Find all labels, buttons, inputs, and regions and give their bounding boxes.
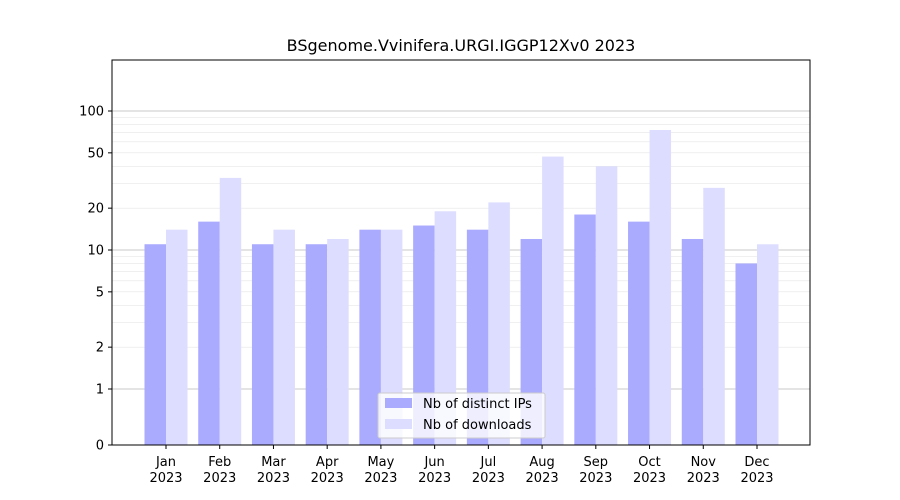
bar-ips-sep — [574, 214, 596, 445]
bar-ips-oct — [628, 221, 650, 445]
x-axis: Jan2023Feb2023Mar2023Apr2023May2023Jun20… — [149, 445, 774, 486]
legend-swatch-ips — [385, 398, 412, 408]
x-tick-label-year: 2023 — [526, 471, 559, 486]
x-tick-label-month: Nov — [691, 455, 717, 470]
y-tick-label: 0 — [96, 439, 104, 454]
bar-downloads-dec — [757, 244, 779, 445]
x-tick-label-year: 2023 — [633, 471, 666, 486]
x-tick-label-month: Jan — [155, 455, 176, 470]
bar-downloads-sep — [595, 166, 618, 445]
bar-downloads-mar — [273, 229, 295, 445]
x-tick-label-month: Aug — [529, 455, 554, 470]
x-tick-label-year: 2023 — [364, 471, 397, 486]
bar-downloads-jul — [488, 202, 510, 445]
legend: Nb of distinct IPs Nb of downloads — [377, 392, 546, 439]
bar-ips-may — [359, 229, 381, 445]
chart-title: BSgenome.Vvinifera.URGI.IGGP12Xv0 2023 — [287, 36, 636, 55]
y-axis: 0 1 2 5 10 20 50 100 — [79, 105, 112, 454]
bar-ips-jul — [466, 229, 489, 445]
y-tick-label: 100 — [79, 105, 104, 120]
x-tick-label-month: Jun — [423, 455, 444, 470]
legend-label-ips: Nb of distinct IPs — [423, 397, 532, 412]
legend-box — [377, 392, 546, 439]
bar-downloads-apr — [327, 238, 349, 445]
x-tick-label-year: 2023 — [740, 471, 773, 486]
bar-ips-feb — [198, 221, 220, 445]
bar-downloads-jan — [166, 229, 188, 445]
x-tick-label-year: 2023 — [579, 471, 612, 486]
y-tick-label: 2 — [96, 341, 104, 356]
x-tick-label-year: 2023 — [418, 471, 451, 486]
x-tick-label-month: Apr — [316, 455, 339, 470]
x-tick-label-month: Feb — [208, 455, 231, 470]
y-tick-label: 1 — [96, 383, 104, 398]
x-tick-label-month: May — [367, 455, 394, 470]
legend-label-downloads: Nb of downloads — [423, 418, 532, 433]
y-tick-label: 20 — [87, 202, 104, 217]
y-tick-label: 10 — [87, 244, 104, 259]
legend-swatch-downloads — [385, 419, 412, 429]
x-tick-label-year: 2023 — [311, 471, 344, 486]
bar-ips-dec — [735, 263, 757, 445]
x-tick-label-month: Mar — [261, 455, 286, 470]
y-tick-label: 5 — [96, 285, 104, 300]
bar-ips-apr — [305, 244, 328, 445]
bar-downloads-nov — [703, 187, 725, 445]
bar-ips-jan — [144, 244, 166, 445]
bar-downloads-feb — [219, 177, 242, 445]
x-tick-label-year: 2023 — [472, 471, 505, 486]
bar-downloads-jun — [434, 211, 457, 445]
x-tick-label-month: Jul — [480, 455, 497, 470]
bar-ips-nov — [681, 238, 704, 445]
bar-ips-jun — [413, 225, 435, 445]
plot-frame — [111, 59, 811, 446]
x-tick-label-month: Dec — [744, 455, 769, 470]
y-tick-label: 50 — [87, 146, 104, 161]
x-tick-label-year: 2023 — [149, 471, 182, 486]
bar-downloads-may — [380, 229, 403, 445]
x-tick-label-year: 2023 — [257, 471, 290, 486]
x-tick-label-month: Sep — [584, 455, 609, 470]
x-tick-label-year: 2023 — [203, 471, 236, 486]
x-tick-label-year: 2023 — [687, 471, 720, 486]
x-tick-label-month: Oct — [638, 455, 660, 470]
bar-downloads-aug — [542, 156, 564, 445]
bar-ips-mar — [251, 244, 274, 445]
bar-downloads-oct — [649, 129, 672, 446]
